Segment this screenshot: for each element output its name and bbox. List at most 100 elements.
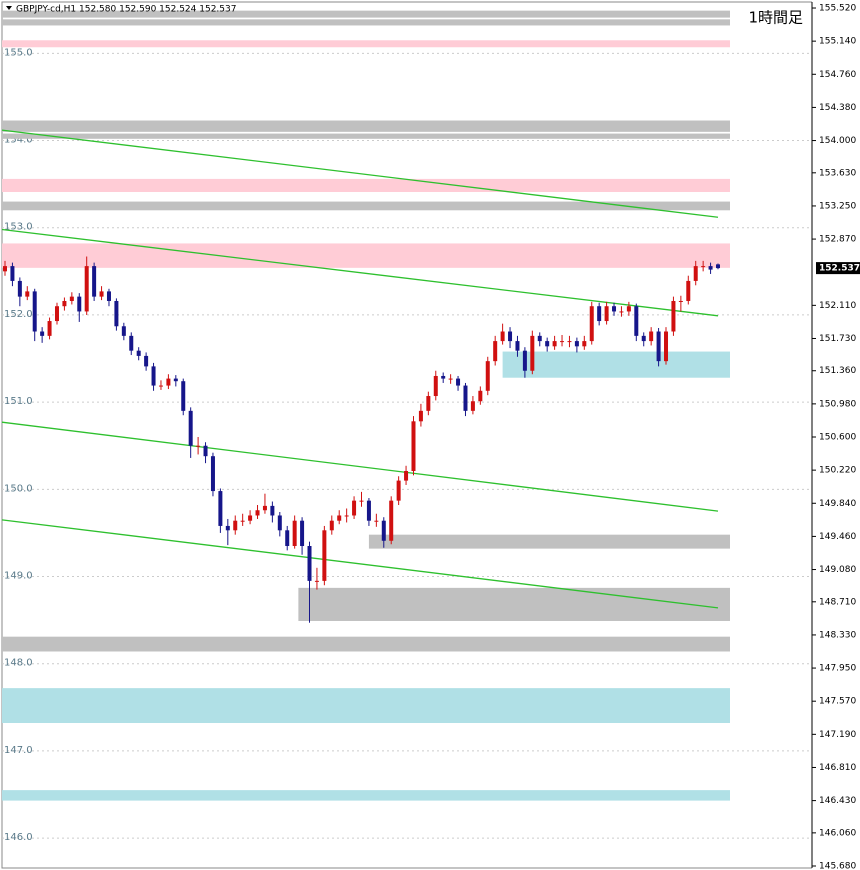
candle-body: [322, 530, 327, 581]
y-tick-label: 150.600: [819, 433, 856, 443]
level-label: 151.0: [4, 396, 33, 407]
candle-body: [634, 306, 639, 336]
candle-body: [121, 326, 126, 336]
candle-body: [210, 456, 215, 492]
level-label: 148.0: [4, 658, 33, 669]
candle-body: [441, 375, 446, 379]
candle-body: [693, 266, 698, 281]
candle-body: [433, 375, 438, 397]
candle-body: [114, 300, 119, 327]
y-tick-label: 152.870: [819, 235, 856, 245]
zone: [2, 790, 730, 801]
candle-body: [151, 366, 156, 386]
candle-body: [255, 510, 260, 516]
candle-body: [537, 335, 542, 342]
candle-body: [574, 341, 579, 347]
zone: [2, 10, 730, 18]
candle-body: [589, 306, 594, 342]
zone: [368, 534, 730, 549]
candle-body: [515, 341, 520, 351]
y-tick-label: 146.430: [819, 796, 856, 806]
candle-body: [285, 530, 290, 546]
y-tick-label: 147.570: [819, 697, 856, 707]
candle-body: [329, 520, 334, 531]
candle-body: [686, 280, 691, 301]
zone: [2, 688, 730, 723]
candle-body: [701, 266, 706, 268]
price-tag-label: 152.537: [819, 264, 860, 274]
candle-body: [500, 331, 505, 342]
zone: [2, 40, 730, 48]
candle-body: [307, 545, 312, 581]
candle-body: [218, 491, 223, 526]
y-tick-label: 151.360: [819, 366, 856, 376]
zone: [2, 243, 730, 268]
candle-body: [106, 291, 111, 301]
candle-body: [612, 306, 617, 312]
candle-body: [522, 350, 527, 371]
candle-body: [619, 311, 624, 313]
candle-body: [173, 378, 178, 382]
candle-body: [470, 401, 475, 411]
candle-body: [359, 500, 364, 502]
candle-body: [560, 341, 565, 343]
candle-body: [456, 378, 461, 386]
y-tick-label: 147.950: [819, 664, 856, 674]
candle-body: [196, 445, 201, 447]
level-label: 146.0: [4, 832, 33, 843]
candle-body: [545, 341, 550, 347]
y-tick-label: 149.460: [819, 532, 856, 542]
candle-body: [508, 331, 513, 342]
candle-body: [203, 445, 208, 457]
candle-body: [84, 266, 89, 312]
candle-body: [485, 361, 490, 391]
candle-body: [389, 500, 394, 541]
candle-body: [426, 396, 431, 411]
level-label: 155.0: [4, 47, 33, 58]
plot-frame: [1, 1, 813, 869]
candle-body: [396, 480, 401, 501]
level-label: 150.0: [4, 483, 33, 494]
candle-body: [188, 410, 193, 446]
candle-body: [582, 341, 587, 347]
candle-body: [708, 266, 713, 270]
candle-body: [374, 520, 379, 522]
candle-body: [54, 306, 59, 322]
zone: [298, 587, 730, 621]
candle-body: [411, 421, 416, 472]
trendline: [1, 421, 719, 512]
candle-body: [337, 515, 342, 521]
candle-body: [225, 525, 230, 531]
candle-body: [292, 520, 297, 546]
y-tick-label: 151.730: [819, 334, 856, 344]
y-tick-label: 153.250: [819, 201, 856, 211]
zone: [2, 201, 730, 211]
candle-body: [40, 331, 45, 336]
candle-body: [181, 381, 186, 411]
y-tick-label: 153.630: [819, 168, 856, 178]
candle-body: [262, 505, 267, 511]
candle-body: [530, 335, 535, 371]
y-tick-label: 149.840: [819, 499, 856, 509]
candle-body: [92, 266, 97, 297]
candle-body: [233, 520, 238, 531]
candle-body: [248, 515, 253, 521]
candle-body: [626, 306, 631, 312]
candle-body: [448, 378, 453, 380]
trendline: [1, 228, 719, 317]
y-tick-label: 150.220: [819, 466, 856, 476]
candle-body: [671, 300, 676, 332]
candle-body: [32, 291, 37, 332]
candle-body: [478, 390, 483, 402]
candle-body: [69, 296, 74, 301]
y-tick-label: 145.680: [819, 861, 856, 870]
candle-body: [314, 580, 319, 582]
candle-body: [716, 264, 720, 269]
candle-body: [597, 306, 602, 322]
candle-body: [352, 500, 357, 516]
y-tick-label: 146.810: [819, 763, 856, 773]
y-tick-label: 147.190: [819, 730, 856, 740]
candle-body: [649, 331, 654, 342]
y-tick-label: 154.000: [819, 136, 856, 146]
